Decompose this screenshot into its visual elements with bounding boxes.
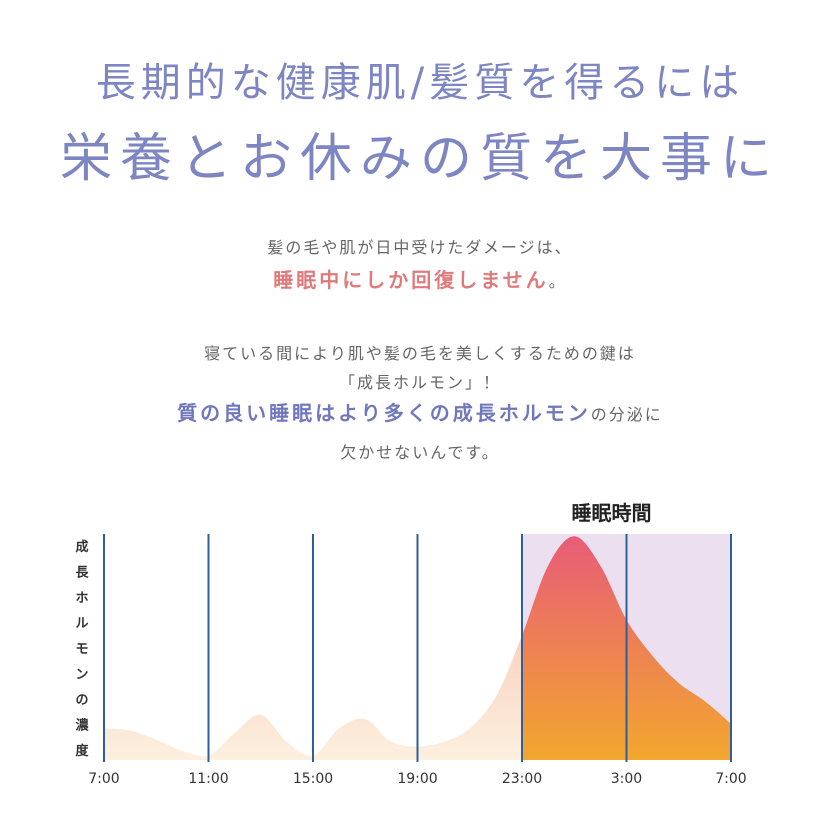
intro-line-1: 髪の毛や肌が日中受けたダメージは、 <box>267 238 573 257</box>
hormone-area-awake <box>104 635 522 760</box>
body-line-3-end: の分泌に <box>590 405 663 424</box>
y-axis-label-char: モ <box>75 642 88 657</box>
y-axis-label-char: 成 <box>75 539 88 555</box>
x-tick-label: 7:00 <box>715 771 746 787</box>
body-line-3: 質の良い睡眠はより多くの成長ホルモンの分泌に <box>0 397 840 426</box>
x-tick-label: 23:00 <box>502 771 542 787</box>
sleep-time-label: 睡眠時間 <box>572 501 652 525</box>
body-emphasis: 質の良い睡眠はより多くの成長ホルモン <box>177 401 591 425</box>
x-tick-label: 15:00 <box>293 771 333 787</box>
x-tick-label: 19:00 <box>397 771 437 787</box>
growth-hormone-chart: 7:00 11:00 15:00 19:00 23:00 3:00 7:00 成長ホルモンの濃… <box>75 501 746 787</box>
headline-line-1: 長期的な健康肌/髪質を得るには <box>95 60 745 106</box>
y-axis-label-char: ン <box>75 668 88 683</box>
body-line-4: 欠かせないんです。 <box>340 443 500 462</box>
headline-line-2: 栄養とお休みの質を大事に <box>59 129 780 189</box>
intro-line-2-end: 。 <box>548 272 567 291</box>
x-tick-label: 3:00 <box>611 771 642 787</box>
intro-emphasis: 睡眠中にしか回復しません <box>273 268 549 292</box>
y-axis-label-char: 度 <box>75 743 89 759</box>
y-axis-label-char: 濃 <box>75 718 89 734</box>
y-axis-label-char: ホ <box>75 591 88 606</box>
y-axis-label-char: 長 <box>75 566 89 581</box>
x-tick-label: 11:00 <box>188 771 228 787</box>
intro-line-2: 睡眠中にしか回復しません。 <box>0 264 840 293</box>
body-line-1: 寝ている間により肌や髪の毛を美しくするための鍵は <box>204 344 636 363</box>
body-line-2: 「成長ホルモン」！ <box>338 373 501 392</box>
y-axis-label-char: の <box>75 693 88 708</box>
y-axis-label-char: ル <box>75 617 88 632</box>
x-tick-label: 7:00 <box>88 771 119 787</box>
